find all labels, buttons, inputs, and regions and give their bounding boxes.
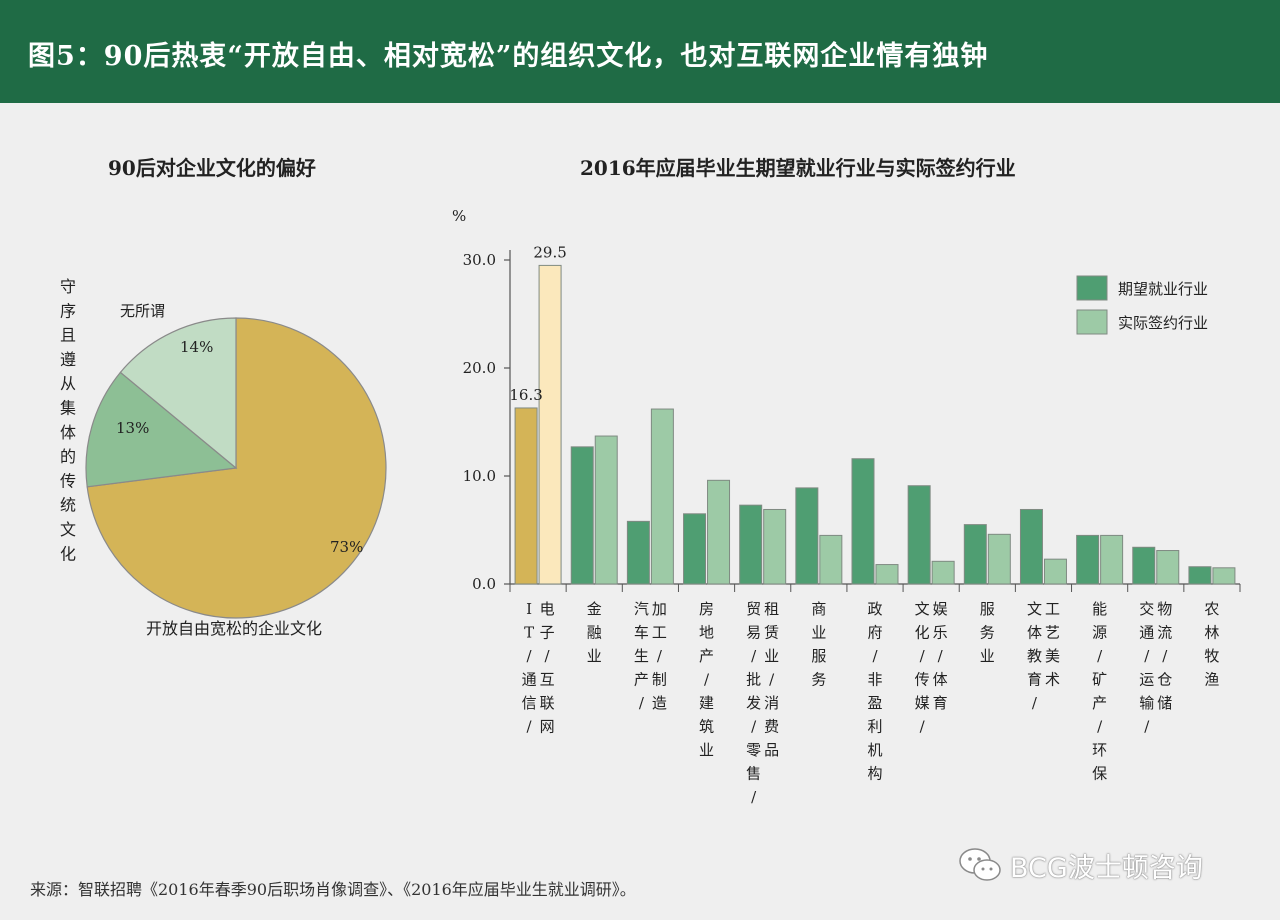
x-category-label: 金融业 bbox=[587, 600, 602, 665]
bar-expected bbox=[514, 407, 538, 585]
bar-expected bbox=[739, 504, 763, 585]
watermark: BCG波士顿咨询 bbox=[958, 845, 1248, 885]
pie-category-label: 无所谓 bbox=[120, 302, 165, 320]
x-category-label: I T/通信/ bbox=[522, 600, 537, 736]
bar-actual bbox=[707, 479, 731, 585]
x-category-label: 能源/矿产/环保 bbox=[1092, 600, 1107, 783]
y-axis-unit: % bbox=[452, 207, 466, 225]
y-tick-label: 0.0 bbox=[472, 575, 496, 593]
bar-expected bbox=[851, 458, 875, 585]
x-category-label: 农林牧渔 bbox=[1204, 600, 1219, 689]
bar-expected bbox=[1188, 566, 1212, 585]
bar-actual bbox=[1043, 558, 1067, 585]
pie-percent-label: 13% bbox=[116, 419, 149, 437]
x-category-label: 贸易/批发/零售/ bbox=[746, 600, 761, 806]
y-tick-label: 10.0 bbox=[463, 467, 496, 485]
x-category-label: 娱乐/体育 bbox=[933, 600, 948, 712]
data-label: 16.3 bbox=[509, 386, 542, 404]
bar-expected bbox=[1076, 534, 1100, 585]
bar-actual bbox=[875, 564, 899, 585]
pie-slice bbox=[85, 371, 238, 488]
x-category-label: 物流/仓储 bbox=[1157, 600, 1172, 712]
bar-chart-title: 2016年应届毕业生期望就业行业与实际签约行业 bbox=[580, 156, 1016, 180]
bar-expected bbox=[683, 513, 707, 585]
bar-expected bbox=[963, 524, 987, 585]
pie-chart: 73% 13% 14% 开放自由宽松的企业文化 无所谓 守序且遵从集体的传统文化 bbox=[60, 277, 387, 638]
pie-percent-label: 14% bbox=[180, 338, 213, 356]
bar-actual bbox=[650, 408, 674, 585]
x-category-label: 文体教育/ bbox=[1027, 600, 1042, 712]
bar-expected bbox=[1132, 546, 1156, 585]
legend-swatch bbox=[1076, 275, 1108, 301]
pie-slice bbox=[119, 317, 237, 470]
x-category-label: 房地产/建筑业 bbox=[699, 600, 714, 759]
source-note: 来源：智联招聘《2016年春季90后职场肖像调查》、《2016年应届毕业生就业调… bbox=[30, 880, 636, 899]
x-category-label: 文化/传媒/ bbox=[915, 600, 930, 736]
y-tick-label: 20.0 bbox=[463, 359, 496, 377]
bar-actual bbox=[1100, 534, 1124, 585]
x-category-label: 服务业 bbox=[980, 600, 995, 665]
header-bar: 图5：90后热衷“开放自由、相对宽松”的组织文化，也对互联网企业情有独钟 bbox=[0, 0, 1280, 103]
bar-expected bbox=[907, 485, 931, 585]
pie-percent-label: 73% bbox=[330, 538, 363, 556]
bar-chart: % 0.0 10.0 20.0 30.0 I T/通信/电子/互联网 金融业 汽车生产/加工/制… bbox=[452, 207, 1241, 806]
legend-label: 实际签约行业 bbox=[1118, 314, 1208, 332]
bar-actual bbox=[763, 508, 787, 585]
x-category-label: 租赁业/消费品 bbox=[764, 600, 779, 759]
data-label: 29.5 bbox=[533, 243, 566, 261]
pie-chart-title: 90后对企业文化的偏好 bbox=[108, 156, 316, 180]
watermark-text: BCG波士顿咨询 bbox=[1010, 852, 1203, 884]
x-category-label: 工艺美术 bbox=[1045, 600, 1060, 689]
x-category-label: 商业服务 bbox=[811, 600, 826, 689]
x-category-label: 汽车生产/ bbox=[634, 600, 649, 712]
wechat-icon bbox=[959, 848, 1001, 881]
x-category-label: 政府/非盈利机构 bbox=[867, 600, 882, 783]
x-category-label: 交通/运输/ bbox=[1139, 600, 1154, 736]
bar-actual bbox=[987, 533, 1011, 585]
bar-expected bbox=[626, 520, 650, 585]
pie-category-label: 守序且遵从集体的传统文化 bbox=[60, 277, 76, 563]
x-category-label: 加工/制造 bbox=[652, 600, 667, 712]
bar-expected bbox=[795, 487, 819, 585]
pie-category-label: 开放自由宽松的企业文化 bbox=[146, 619, 322, 638]
bar-actual bbox=[931, 560, 955, 585]
bar-actual bbox=[1212, 567, 1236, 585]
bar-actual bbox=[1156, 550, 1180, 585]
bar-actual bbox=[538, 264, 562, 585]
y-tick-label: 30.0 bbox=[463, 251, 496, 269]
bar-expected bbox=[570, 446, 594, 585]
page-title: 图5：90后热衷“开放自由、相对宽松”的组织文化，也对互联网企业情有独钟 bbox=[28, 41, 989, 72]
legend-swatch bbox=[1076, 309, 1108, 335]
bar-expected bbox=[1019, 508, 1043, 585]
bar-actual bbox=[819, 534, 843, 585]
legend-label: 期望就业行业 bbox=[1118, 280, 1208, 298]
bar-actual bbox=[594, 435, 618, 585]
x-category-label: 电子/互联网 bbox=[540, 600, 555, 736]
